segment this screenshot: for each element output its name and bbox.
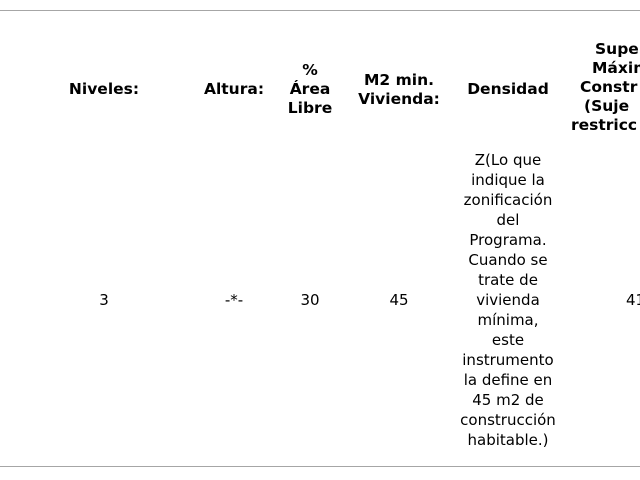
table-bottom-border bbox=[0, 466, 640, 467]
header-m2-min-vivienda: M2 min. Vivienda: bbox=[358, 71, 440, 108]
cell-densidad: Z(Lo que indique la zonificación del Pro… bbox=[460, 151, 556, 449]
table-top-border bbox=[0, 10, 640, 11]
cell-niveles: 3 bbox=[99, 291, 109, 309]
cell-altura: -*- bbox=[224, 291, 244, 309]
cell-m2-min-vivienda: 45 bbox=[389, 291, 409, 309]
header-superficie: Supe Máxim Constr (Suje restricc bbox=[571, 40, 640, 134]
cell-superficie: 41 bbox=[626, 291, 640, 309]
header-densidad: Densidad bbox=[467, 80, 549, 98]
cell-area-libre: 30 bbox=[300, 291, 320, 309]
header-niveles: Niveles: bbox=[68, 80, 140, 98]
header-altura: Altura: bbox=[203, 80, 265, 98]
header-area-libre: % Área Libre bbox=[287, 61, 333, 117]
